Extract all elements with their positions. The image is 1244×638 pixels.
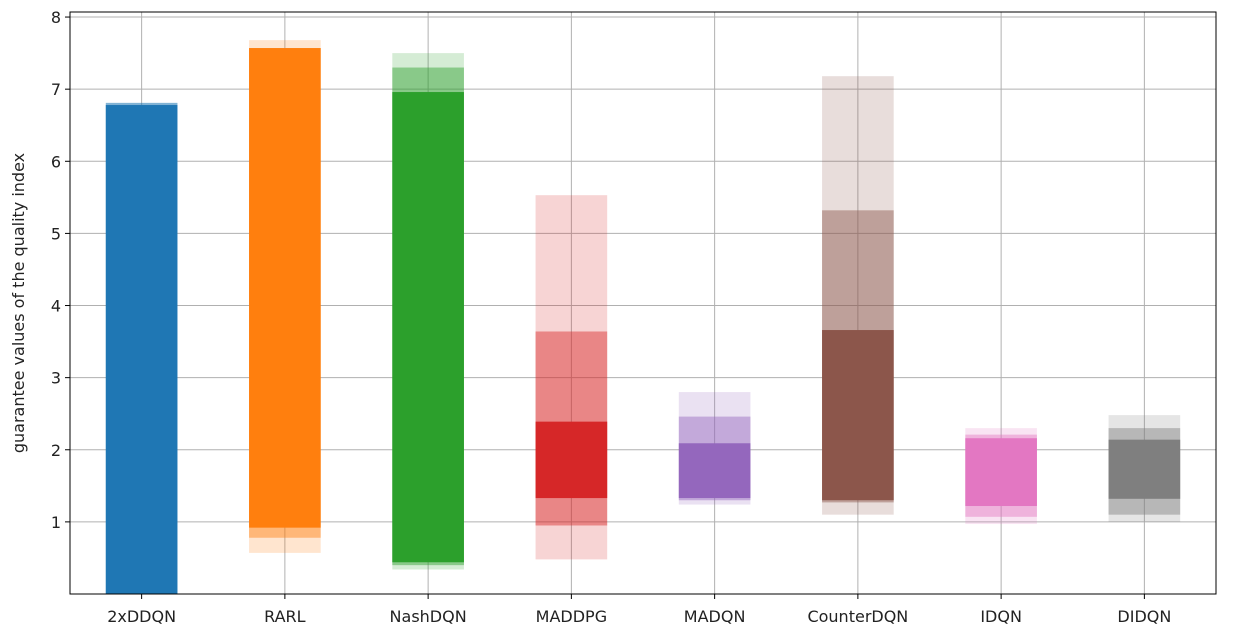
bar-inner-rarl <box>249 48 321 528</box>
x-tick-label: MADDPG <box>536 607 607 626</box>
y-tick-label: 2 <box>51 441 61 460</box>
y-tick-label: 5 <box>51 224 61 243</box>
bar-inner-didqn <box>1108 439 1181 499</box>
plot-frame <box>69 11 1217 595</box>
bar-inner-counterdqn <box>822 330 894 501</box>
bar-outer-maddpg <box>535 195 608 560</box>
y-tick-label: 4 <box>51 297 61 316</box>
y-tick-label: 1 <box>51 513 61 532</box>
y-axis-label: guarantee values of the quality index <box>9 153 28 453</box>
grid-layer <box>70 12 1216 594</box>
y-tick-label: 6 <box>51 152 61 171</box>
bar-inner-madqn <box>678 443 751 499</box>
x-tick-label: CounterDQN <box>807 607 908 626</box>
x-tick-label: NashDQN <box>390 607 467 626</box>
x-tick-label: MADQN <box>684 607 746 626</box>
x-tick-label: 2xDDQN <box>107 607 176 626</box>
ticks-layer: 1 2 3 4 5 6 7 8 2xDDQN RARL NashDQN MADDPG MADQN Coun… <box>51 8 1172 626</box>
bar-inner-2xddqn <box>105 105 178 595</box>
x-tick-label: DIDQN <box>1117 607 1171 626</box>
x-tick-label: RARL <box>264 607 306 626</box>
bar-inner-idqn <box>965 438 1037 507</box>
x-tick-label: IDQN <box>980 607 1022 626</box>
y-tick-label: 8 <box>51 8 61 27</box>
bars-layer <box>105 40 1181 595</box>
y-tick-label: 7 <box>51 80 61 99</box>
bar-inner-maddpg <box>535 421 608 499</box>
y-tick-label: 3 <box>51 369 61 388</box>
bar-inner-nashdqn <box>392 92 464 563</box>
